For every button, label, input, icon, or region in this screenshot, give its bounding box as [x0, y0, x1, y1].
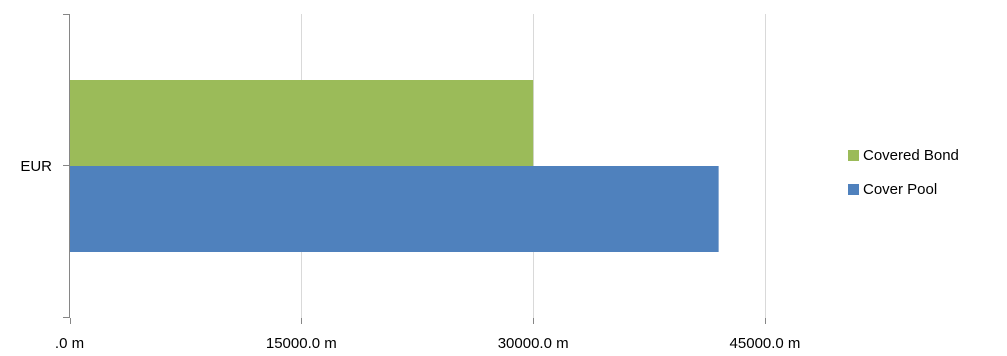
- category-labels: EUR: [20, 158, 52, 175]
- bars: [70, 80, 719, 252]
- x-tick-label-2: 30000.0 m: [498, 335, 569, 352]
- bar-cover-pool-eur: [70, 166, 719, 252]
- category-label-eur: EUR: [20, 158, 52, 175]
- axes: [63, 14, 70, 318]
- x-tick-labels: .0 m 15000.0 m 30000.0 m 45000.0 m: [55, 335, 801, 352]
- x-tick-label-0: .0 m: [55, 335, 84, 352]
- bar-covered-bond-eur: [70, 80, 534, 166]
- x-tick-label-3: 45000.0 m: [730, 335, 801, 352]
- legend-swatch-covered-bond: [848, 149, 859, 161]
- legend: Covered Bond Cover Pool: [848, 146, 959, 214]
- legend-item-covered-bond: Covered Bond: [848, 146, 959, 164]
- legend-label-covered-bond: Covered Bond: [863, 146, 959, 164]
- x-tick-label-1: 15000.0 m: [266, 335, 337, 352]
- legend-swatch-cover-pool: [848, 183, 859, 195]
- legend-label-cover-pool: Cover Pool: [863, 180, 938, 198]
- legend-item-cover-pool: Cover Pool: [848, 180, 959, 198]
